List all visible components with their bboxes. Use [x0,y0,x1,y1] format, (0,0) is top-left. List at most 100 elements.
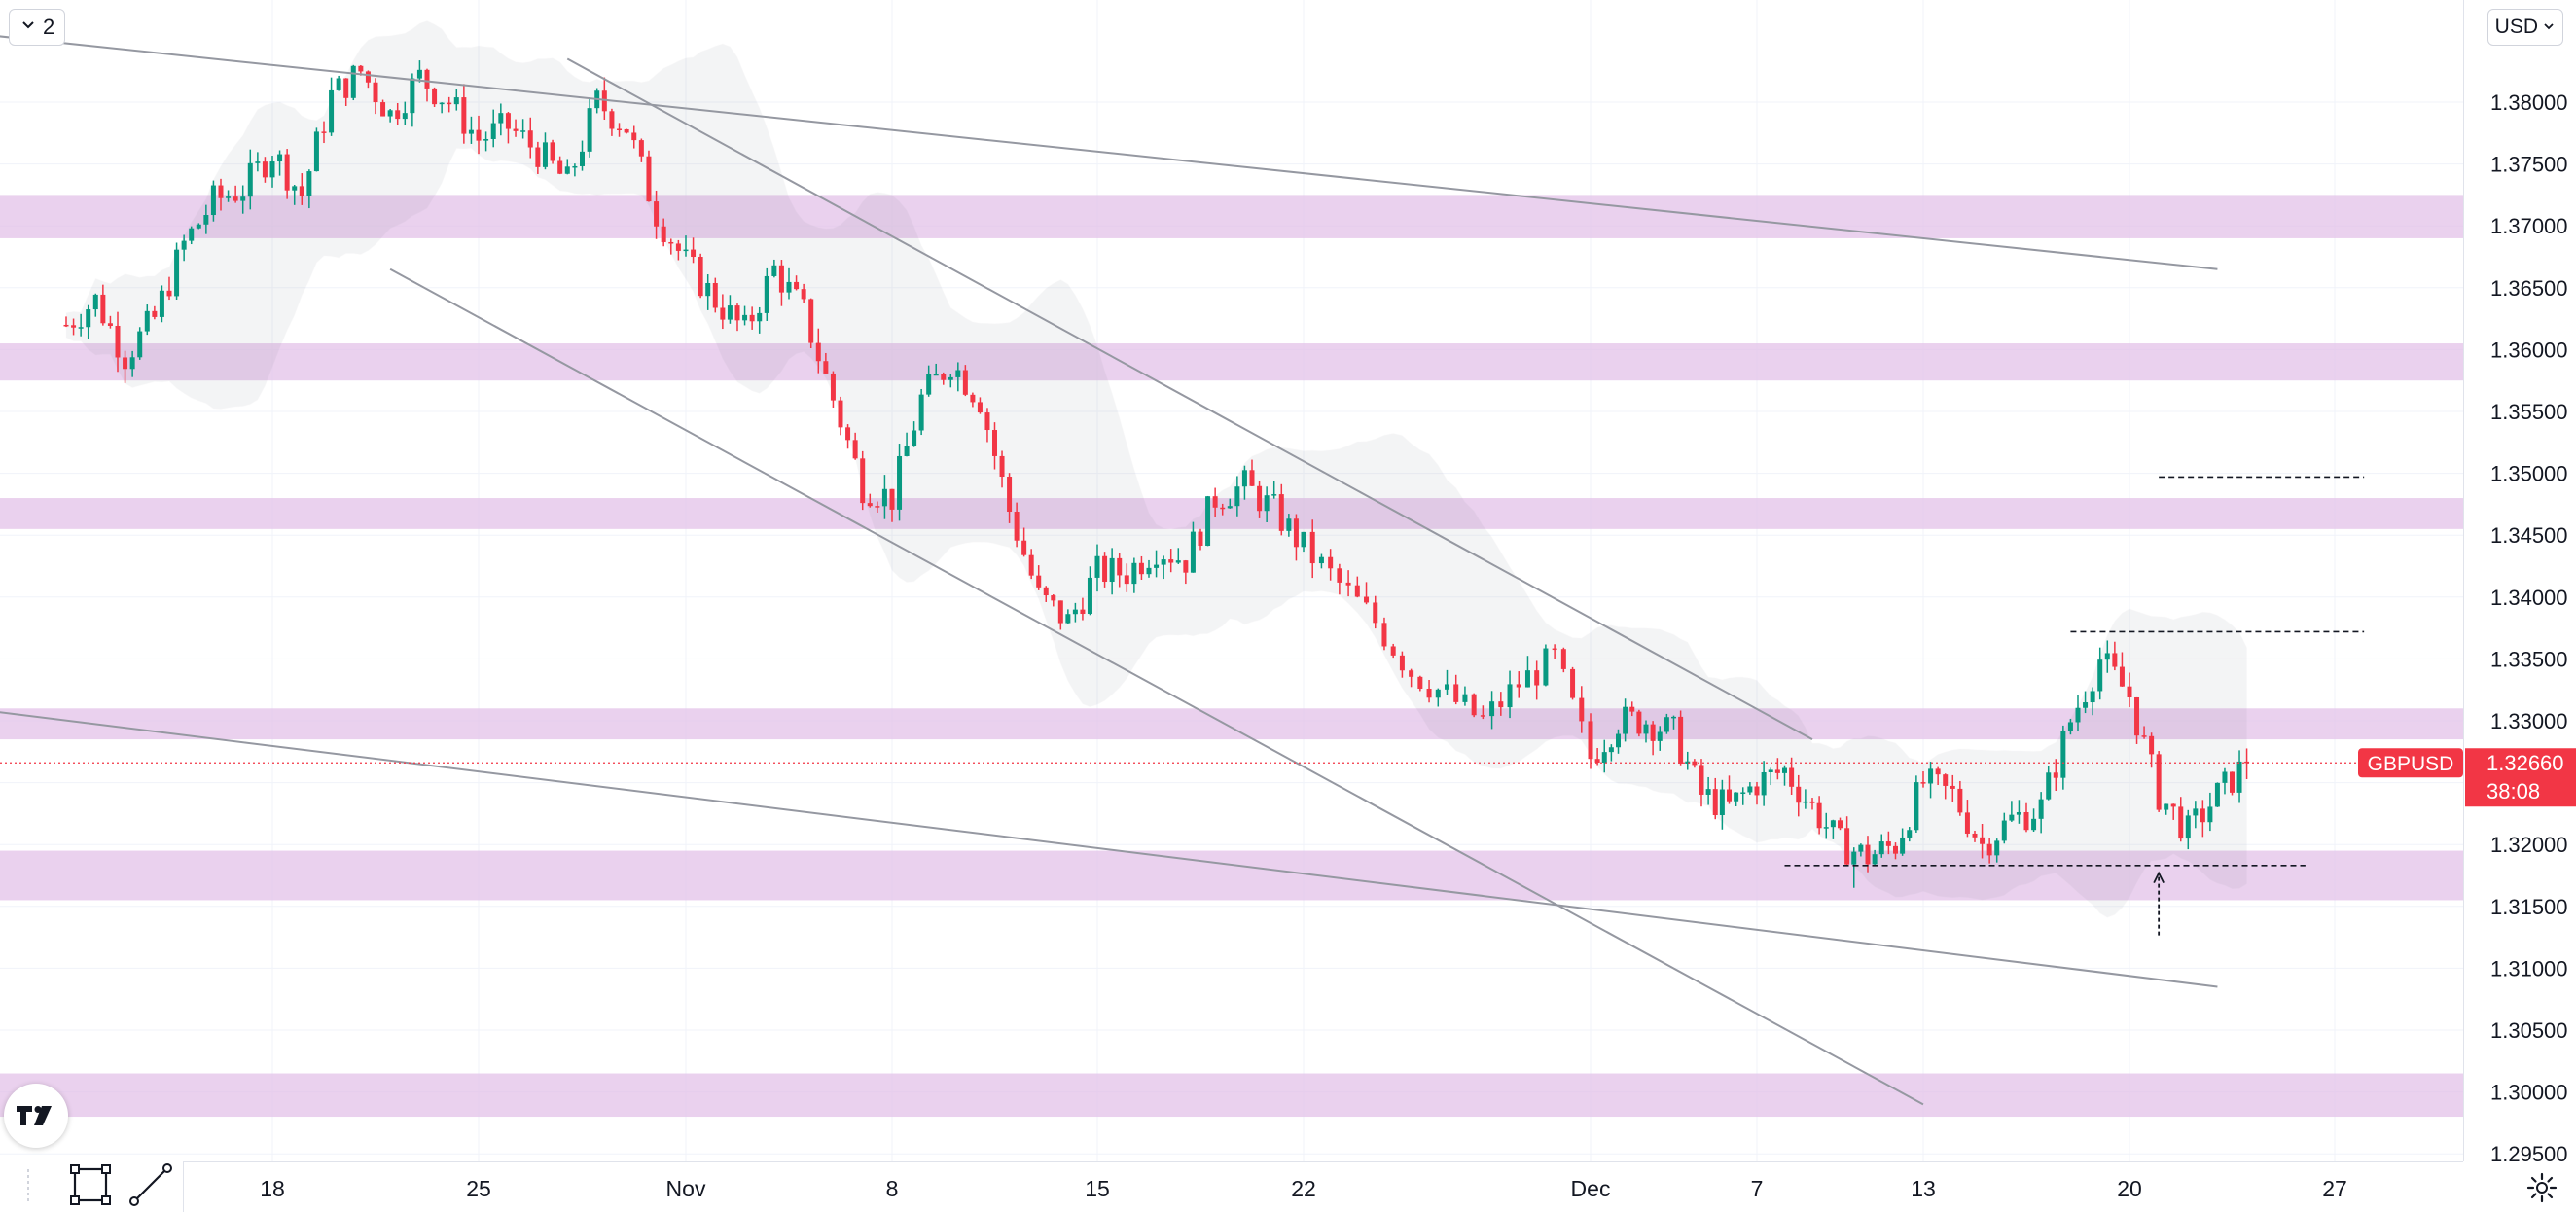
time-tick-label: 27 [2322,1176,2347,1201]
candle-down [1480,705,1485,720]
candle-body [2236,761,2242,793]
candle-body [845,427,851,441]
candle-up [1241,465,1247,500]
candle-down [830,371,836,408]
candle-up [1109,548,1115,595]
candle-body [1328,556,1334,569]
candle-down [1699,759,1704,807]
candle-down [970,392,976,408]
bar-countdown: 38:08 [2487,779,2540,803]
candle-up [196,223,201,230]
candle-body [631,132,637,141]
candle-up [1301,531,1306,553]
time-tick-label: 22 [1291,1176,1316,1201]
candle-up [1601,739,1607,773]
candle-body [1131,562,1137,585]
candle-up [1740,787,1746,805]
candle-body [1168,559,1174,563]
candle-down [720,294,726,330]
candle-up [483,131,489,152]
candle-body [727,305,733,320]
candle-body [1629,706,1635,712]
candle-body [1782,767,1787,773]
rectangle-tool-button[interactable] [60,1161,121,1212]
candle-body [624,128,629,133]
candle-up [705,274,711,310]
trend-line [566,57,1813,740]
candle-down [424,68,430,102]
candle-body [999,455,1005,478]
chart-settings-button[interactable] [2525,1172,2558,1206]
candle-down [1980,824,1986,859]
candle-up [2207,792,2213,832]
candle-body [196,224,201,229]
candle-up [1286,514,1292,537]
candle-body [329,89,335,133]
candle-up [137,327,143,360]
candle-body [2016,812,2021,815]
time-scale[interactable]: 18 25 Nov 8 15 22 Dec 7 13 20 27 [0,1161,2463,1212]
candle-up [1435,688,1441,707]
price-scale[interactable]: 1.38000 1.37500 1.37000 1.36500 1.36000 1.355… [2463,0,2576,1212]
interval-toggle-button[interactable]: 2 [9,9,66,46]
candle-up [2038,792,2044,834]
candle-down [1498,692,1504,716]
candle-body [912,430,917,446]
candle-up [1507,670,1513,719]
candle-body [860,458,866,504]
candle-body [984,412,990,431]
candle-body [2046,772,2052,800]
currency-selector[interactable]: USD [2487,9,2563,46]
candle-down [395,103,401,125]
candle-body [2164,803,2169,810]
candle-body [749,314,755,322]
candlestick-series [63,60,2250,888]
candle-down [749,306,755,330]
price-tick-label: 1.35000 [2490,462,2568,486]
trend-line-tool-button[interactable] [121,1161,181,1212]
candle-body [1498,701,1504,708]
candle-down [1588,713,1593,769]
time-tick-label: 20 [2117,1176,2142,1201]
candle-body [1636,711,1642,734]
candle-down [71,318,77,336]
candle-body [2178,806,2184,839]
candle-body [815,342,821,362]
trend-line [0,35,2218,270]
candle-body [691,249,697,258]
candle-body [1657,731,1663,741]
candle-body [1907,830,1913,838]
candle-up [2185,809,2191,850]
candle-down [373,78,378,115]
price-tick-label: 1.34500 [2490,523,2568,548]
chevron-down-icon [2542,16,2556,39]
candle-body [210,185,216,216]
candle-body [1699,765,1704,795]
candle-up [948,373,953,388]
tradingview-logo-icon[interactable] [4,1084,68,1148]
candle-body [1950,785,1955,789]
candle-down [691,237,697,264]
candle-down [505,112,511,144]
candle-up [181,234,187,262]
candle-body [786,281,792,293]
candle-body [468,129,474,134]
candle-body [867,503,873,507]
candle-body [2023,812,2029,831]
candle-up [580,140,585,171]
candle-up [129,350,135,377]
candle-up [1851,847,1857,888]
candle-body [941,374,947,380]
candle-body [203,215,209,225]
candle-down [1337,563,1342,595]
candle-up [572,163,578,177]
candle-body [159,290,164,317]
candle-down [1964,800,1970,838]
candle-down [1957,780,1963,816]
candle-down [1278,483,1284,536]
candle-up [1489,691,1495,730]
candle-body [852,440,858,459]
candle-body [1227,506,1233,509]
candle-down [1381,617,1387,651]
